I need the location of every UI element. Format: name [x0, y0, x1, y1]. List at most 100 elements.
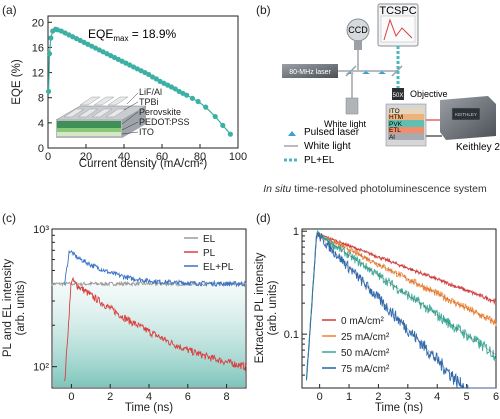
panel-d-chart: 0 1 2 3 4 5 6 0.1 1 0 mA/cm² 25 mA/cm² 50 mA/cm² 75… [254, 226, 499, 414]
stack-label-perovskite: Perovskite [139, 107, 181, 117]
data-point-a [195, 98, 201, 105]
stack-label-ito: ITO [139, 127, 154, 137]
x-tick-label-c: 8 [224, 391, 230, 403]
svg-text:Al: Al [389, 134, 395, 141]
x-tick-label-c: 6 [185, 391, 191, 403]
svg-text:ETL: ETL [389, 127, 401, 134]
pulsed-laser-source: 80-MHz laser [282, 64, 338, 78]
shaded-region [53, 283, 245, 387]
fit-line-d [316, 233, 497, 355]
plot-frame-a [47, 15, 239, 149]
data-point-a [203, 104, 209, 110]
setup-schematic: TCSPC CCD 80-MHz laser White li [263, 3, 500, 195]
objective-label: Objective [410, 89, 448, 99]
data-point-a [46, 51, 53, 57]
x-tick-label-a: 20 [80, 151, 92, 163]
x-tick-label-c: 0 [68, 391, 74, 403]
y-tick-label-a: 16 [32, 42, 44, 54]
panel-label-d: (d) [256, 211, 271, 225]
white-light-label: White light [324, 119, 367, 129]
objective-lens: 50X Objective [392, 88, 448, 100]
x-tick-label-d: 4 [434, 391, 440, 403]
y-tick-label-d: 1 [293, 226, 299, 238]
white-light-lamp: White light [324, 97, 367, 129]
panel-label-c: (c) [2, 211, 16, 225]
legend-entry-d: 50 mA/cm² [341, 348, 390, 359]
x-axis-label-d: Time (ns) [375, 402, 423, 414]
laser-label: 80-MHz laser [289, 69, 331, 76]
series-line-d [305, 232, 496, 390]
panel-label-b: (b) [256, 3, 271, 17]
panel-c-chart: 0 2 4 6 8 10² 10³ EL PL EL+PL Time (ns) PL and E… [2, 224, 247, 414]
y-axis-label-a: EQE (%) [11, 59, 23, 105]
svg-text:PVK: PVK [389, 121, 403, 128]
y-tick-label-c: 10² [33, 362, 49, 374]
svg-text:ITO: ITO [389, 108, 400, 115]
x-tick-label-a: 80 [194, 151, 206, 163]
fit-line-d [316, 233, 497, 324]
legend-entry-c: EL [203, 234, 216, 245]
data-point-a [146, 71, 152, 78]
series-line-d [305, 231, 497, 380]
x-axis-label-c: Time (ns) [125, 402, 173, 414]
stack-label-lif-al: LiF/Al [139, 87, 162, 97]
data-point-a [184, 92, 190, 98]
x-tick-label-d: 3 [405, 391, 411, 403]
y-axis-label-c: PL and EL intensity(arb. units) [2, 259, 27, 357]
ccd-camera: CCD [346, 18, 370, 50]
data-point-a [45, 88, 52, 95]
svg-text:50X: 50X [393, 93, 404, 99]
legend-entry-d: 75 mA/cm² [341, 364, 390, 375]
x-tick-label-d: 6 [493, 391, 499, 403]
data-point-a [48, 35, 54, 41]
ccd-label: CCD [348, 25, 368, 35]
x-tick-label-c: 4 [146, 391, 152, 403]
plot-frame-d [301, 228, 497, 389]
panel-label-a: (a) [2, 3, 17, 17]
y-tick-label-d: 0.1 [284, 329, 299, 341]
data-point-a [172, 86, 178, 92]
tcspc-label: TCSPC [379, 5, 416, 17]
legend-entry-d: 25 mA/cm² [341, 332, 390, 343]
keithley-2400-instrument: KEITHLEY Keithley 2400 [440, 96, 500, 153]
x-tick-label-a: 60 [156, 151, 168, 163]
data-point-a [212, 113, 218, 120]
tcspc-instrument: TCSPC [377, 3, 419, 47]
y-axis-label-d: Extracted PL intensity(arb. units) [254, 252, 279, 363]
fit-line-d [316, 233, 497, 302]
legend-pl-el: PL+EL [304, 155, 335, 166]
data-point-a [220, 122, 226, 128]
x-tick-label-a: 100 [229, 151, 247, 163]
stack-label-tpbi: TPBi [139, 97, 159, 107]
data-point-a [227, 131, 233, 137]
x-tick-label-c: 2 [107, 391, 113, 403]
legend-entry-c: EL+PL [203, 262, 234, 273]
device-stack-illustration: LiF/Al TPBi Perovskite PEDOT:PSS ITO [55, 87, 190, 138]
y-tick-label-a: 0 [38, 143, 44, 155]
legend-pulsed-laser: Pulsed laser [304, 127, 360, 138]
data-point-a [189, 95, 195, 101]
series-line-d [305, 231, 497, 381]
beam-paths [338, 46, 403, 98]
schematic-legend: Pulsed laser White light PL+EL [284, 127, 360, 166]
legend-entry-d: 0 mA/cm² [341, 316, 384, 327]
x-axis-label-a: Current density (mA/cm²) [79, 158, 208, 170]
y-tick-label-a: 4 [38, 118, 44, 130]
svg-text:KEITHLEY: KEITHLEY [455, 112, 477, 117]
svg-text:HTM: HTM [389, 114, 403, 121]
sample-device: ITO HTM PVK ETL Al [385, 103, 442, 147]
series-line-el-pl [64, 249, 247, 288]
y-tick-label-a: 20 [32, 17, 44, 29]
fit-line-d [316, 233, 496, 389]
x-tick-label-a: 40 [118, 151, 130, 163]
keithley-label: Keithley 2400 [456, 142, 500, 153]
x-tick-label-d: 2 [375, 391, 381, 403]
x-tick-label-a: 0 [45, 151, 51, 163]
eqe-max-annotation: EQEmax = 18.9% [88, 27, 177, 43]
series-line-d [305, 229, 497, 381]
schematic-caption: In situ time-resolved photoluminescence … [263, 183, 487, 195]
x-tick-label-d: 1 [346, 391, 352, 403]
stack-label-pedot: PEDOT:PSS [139, 117, 190, 127]
y-tick-label-a: 8 [38, 93, 44, 105]
